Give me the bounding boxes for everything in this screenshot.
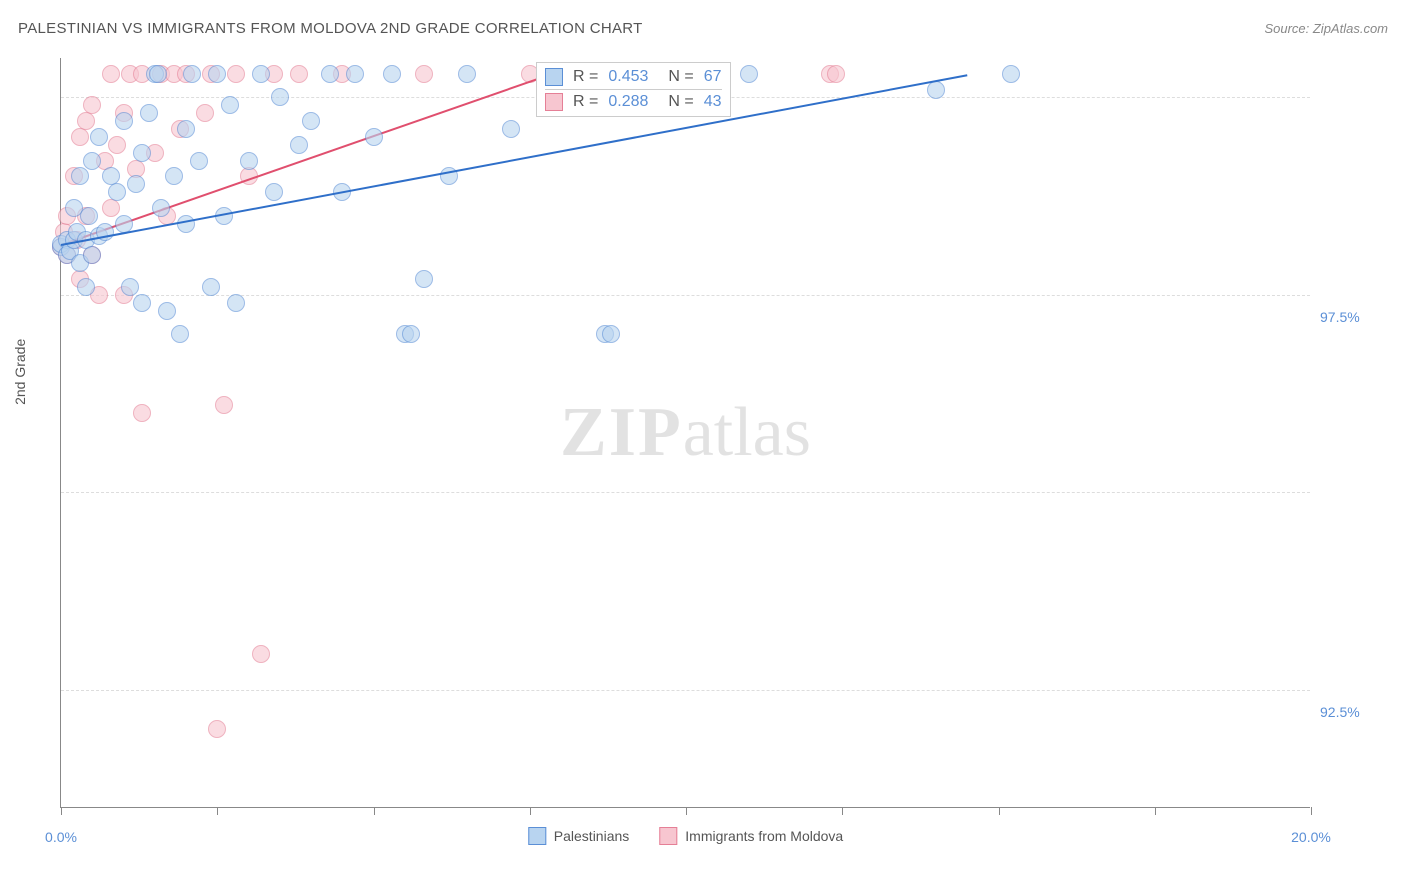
x-tick xyxy=(1311,807,1312,815)
data-point xyxy=(252,65,270,83)
correlation-legend: R = 0.453 N = 67 R = 0.288 N = 43 xyxy=(536,62,731,117)
data-point xyxy=(108,136,126,154)
data-point xyxy=(208,65,226,83)
legend-swatch xyxy=(659,827,677,845)
legend-item: Immigrants from Moldova xyxy=(659,827,843,845)
data-point xyxy=(71,128,89,146)
data-point xyxy=(152,199,170,217)
x-tick xyxy=(1155,807,1156,815)
x-tick xyxy=(999,807,1000,815)
data-point xyxy=(102,199,120,217)
legend-row: R = 0.453 N = 67 xyxy=(545,65,722,89)
r-label: R = xyxy=(573,68,598,86)
data-point xyxy=(215,396,233,414)
data-point xyxy=(80,207,98,225)
legend-swatch xyxy=(545,68,563,86)
x-tick xyxy=(686,807,687,815)
y-tick-label: 92.5% xyxy=(1320,704,1390,720)
data-point xyxy=(183,65,201,83)
n-label: N = xyxy=(668,93,693,111)
data-point xyxy=(102,65,120,83)
data-point xyxy=(346,65,364,83)
data-point xyxy=(121,278,139,296)
data-point xyxy=(83,152,101,170)
data-point xyxy=(265,183,283,201)
gridline xyxy=(61,295,1310,296)
data-point xyxy=(602,325,620,343)
n-label: N = xyxy=(668,68,693,86)
data-point xyxy=(458,65,476,83)
r-value: 0.453 xyxy=(608,68,648,86)
x-tick xyxy=(842,807,843,815)
y-tick-label: 97.5% xyxy=(1320,309,1390,325)
data-point xyxy=(127,175,145,193)
data-point xyxy=(165,167,183,185)
data-point xyxy=(383,65,401,83)
data-point xyxy=(158,302,176,320)
data-point xyxy=(827,65,845,83)
data-point xyxy=(415,270,433,288)
data-point xyxy=(177,120,195,138)
r-value: 0.288 xyxy=(608,93,648,111)
data-point xyxy=(227,65,245,83)
data-point xyxy=(208,720,226,738)
data-point xyxy=(321,65,339,83)
data-point xyxy=(290,136,308,154)
chart-title: PALESTINIAN VS IMMIGRANTS FROM MOLDOVA 2… xyxy=(18,20,643,37)
data-point xyxy=(77,112,95,130)
gridline xyxy=(61,690,1310,691)
x-tick-label: 0.0% xyxy=(45,829,77,845)
data-point xyxy=(1002,65,1020,83)
data-point xyxy=(227,294,245,312)
data-point xyxy=(71,167,89,185)
data-point xyxy=(221,96,239,114)
data-point xyxy=(252,645,270,663)
r-label: R = xyxy=(573,93,598,111)
data-point xyxy=(415,65,433,83)
data-point xyxy=(115,112,133,130)
data-point xyxy=(90,128,108,146)
series-legend: Palestinians Immigrants from Moldova xyxy=(528,827,843,845)
data-point xyxy=(133,144,151,162)
data-point xyxy=(171,325,189,343)
data-point xyxy=(140,104,158,122)
data-point xyxy=(402,325,420,343)
data-point xyxy=(240,152,258,170)
x-tick xyxy=(61,807,62,815)
x-tick xyxy=(217,807,218,815)
scatter-plot: ZIPatlas 92.5%97.5%0.0%20.0%R =0.453N =6… xyxy=(60,58,1310,808)
data-point xyxy=(149,65,167,83)
data-point xyxy=(133,294,151,312)
source-label: Source: ZipAtlas.com xyxy=(1264,21,1388,36)
n-value: 67 xyxy=(704,68,722,86)
data-point xyxy=(740,65,758,83)
data-point xyxy=(365,128,383,146)
gridline xyxy=(61,492,1310,493)
data-point xyxy=(190,152,208,170)
data-point xyxy=(77,278,95,296)
y-axis-label: 2nd Grade xyxy=(12,339,28,405)
legend-row: R = 0.288 N = 43 xyxy=(545,89,722,114)
x-tick xyxy=(374,807,375,815)
data-point xyxy=(290,65,308,83)
legend-label: Immigrants from Moldova xyxy=(685,828,843,844)
legend-item: Palestinians xyxy=(528,827,630,845)
data-point xyxy=(202,278,220,296)
data-point xyxy=(196,104,214,122)
data-point xyxy=(302,112,320,130)
x-tick-label: 20.0% xyxy=(1291,829,1331,845)
x-tick xyxy=(530,807,531,815)
legend-swatch xyxy=(545,93,563,111)
data-point xyxy=(108,183,126,201)
watermark: ZIPatlas xyxy=(560,393,811,473)
data-point xyxy=(502,120,520,138)
data-point xyxy=(83,246,101,264)
n-value: 43 xyxy=(704,93,722,111)
data-point xyxy=(83,96,101,114)
data-point xyxy=(271,88,289,106)
legend-label: Palestinians xyxy=(554,828,630,844)
legend-swatch xyxy=(528,827,546,845)
data-point xyxy=(133,404,151,422)
